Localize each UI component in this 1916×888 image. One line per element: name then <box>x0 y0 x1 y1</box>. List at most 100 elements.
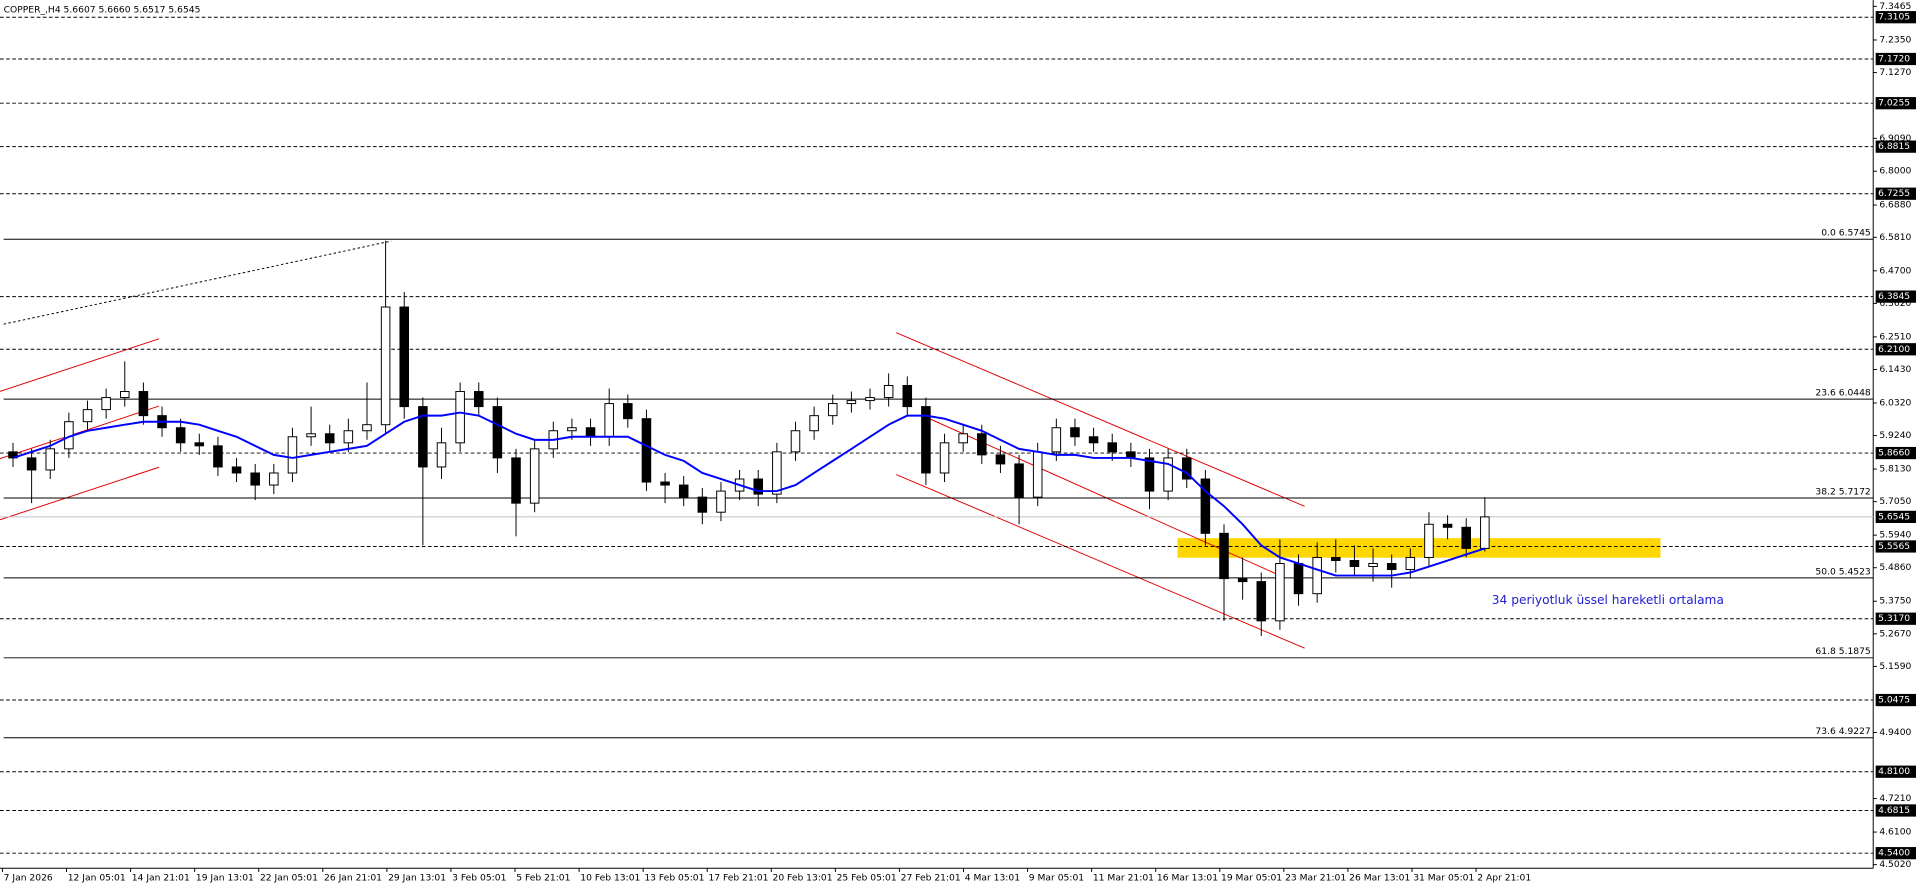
level-box <box>1875 804 1916 817</box>
candle-body <box>1144 457 1155 492</box>
candle-body <box>567 427 577 432</box>
candle-body <box>1237 578 1248 583</box>
level-box <box>1875 290 1916 303</box>
level-label: 6.3845 <box>1878 291 1910 302</box>
last-price-box <box>1875 510 1916 524</box>
x-tick-label: 25 Feb 05:01 <box>837 873 897 884</box>
candle-body <box>809 415 819 432</box>
channel-line <box>0 466 160 521</box>
level-label: 4.8100 <box>1878 766 1910 777</box>
candle-body <box>883 384 894 399</box>
y-tick-label: 6.8000 <box>1879 166 1911 177</box>
y-tick-label: 5.3750 <box>1879 596 1911 607</box>
level-box <box>1875 140 1916 153</box>
candle-body <box>1386 563 1397 571</box>
candle-body <box>380 306 391 426</box>
candle-body <box>343 430 354 444</box>
x-tick-label: 9 Mar 05:01 <box>1029 873 1084 884</box>
level-label: 7.1720 <box>1878 53 1910 64</box>
x-tick-label: 26 Jan 21:01 <box>324 873 382 884</box>
candle-body <box>362 424 372 432</box>
candle-body <box>511 457 521 504</box>
candle-body <box>175 427 186 444</box>
candle-body <box>921 406 931 474</box>
x-tick-label: 26 Mar 13:01 <box>1349 873 1410 884</box>
candle-body <box>45 448 56 471</box>
y-tick-label: 5.5940 <box>1879 530 1911 541</box>
candle-body <box>1256 581 1267 622</box>
candle-body <box>436 442 447 468</box>
y-tick-label: 5.7050 <box>1879 496 1911 507</box>
y-tick-label: 6.6880 <box>1879 200 1911 211</box>
level-box <box>1875 847 1916 860</box>
candle-body <box>250 472 260 486</box>
y-tick-label: 4.5020 <box>1879 859 1911 870</box>
candle-body <box>846 400 857 405</box>
x-tick-label: 12 Jan 05:01 <box>68 873 126 884</box>
level-label: 4.6815 <box>1878 805 1910 816</box>
candle-body <box>1293 563 1304 595</box>
level-box <box>1875 765 1916 778</box>
candle-body <box>772 451 782 495</box>
candle-body <box>902 384 913 408</box>
x-tick-label: 11 Mar 21:01 <box>1093 873 1154 884</box>
candle-body <box>1368 563 1378 568</box>
candle-body <box>1442 523 1453 528</box>
candle-body <box>641 418 652 483</box>
x-tick-label: 4 Mar 13:01 <box>965 873 1020 884</box>
level-label: 6.8815 <box>1878 141 1910 152</box>
candle-body <box>939 442 950 474</box>
candle-body <box>958 433 968 444</box>
x-tick-label: 3 Feb 05:01 <box>452 873 506 884</box>
candles <box>8 240 1490 636</box>
candle-body <box>790 430 801 453</box>
y-tick-label: 5.8130 <box>1879 464 1911 475</box>
level-box <box>1875 540 1916 553</box>
y-tick-label: 6.0320 <box>1879 397 1911 408</box>
x-tick-label: 19 Mar 05:01 <box>1221 873 1282 884</box>
candle-body <box>473 391 484 408</box>
candle-body <box>716 490 726 513</box>
y-tick-label: 4.6100 <box>1879 827 1911 838</box>
candle-body <box>1219 532 1229 580</box>
y-tick-label: 7.1270 <box>1879 67 1911 78</box>
y-tick-label: 6.1430 <box>1879 364 1911 375</box>
candle-body <box>529 448 540 504</box>
x-tick-label: 29 Jan 13:01 <box>388 873 446 884</box>
candle-body <box>120 391 130 399</box>
candle-body <box>1088 436 1099 444</box>
candle-body <box>455 391 465 444</box>
level-label: 5.5565 <box>1878 541 1910 552</box>
candle-body <box>1461 526 1471 549</box>
candle-body <box>1070 427 1080 438</box>
y-tick-label: 6.5810 <box>1879 232 1911 243</box>
channel-line <box>896 474 1305 649</box>
fib-label: 0.0 6.5745 <box>1821 228 1871 239</box>
channel-line <box>896 332 1305 507</box>
last-price-label: 5.6545 <box>1878 511 1910 522</box>
level-box <box>1875 693 1916 707</box>
candle-body <box>678 484 689 498</box>
x-tick-label: 27 Feb 21:01 <box>901 873 961 884</box>
x-tick-label: 2 Apr 21:01 <box>1477 873 1531 884</box>
level-label: 6.2100 <box>1878 344 1910 355</box>
candle-body <box>660 481 670 486</box>
candle-body <box>1200 478 1211 534</box>
level-label: 4.5400 <box>1878 848 1910 859</box>
level-box <box>1875 446 1916 460</box>
y-tick-label: 7.3465 <box>1879 1 1911 12</box>
y-tick-label: 5.4860 <box>1879 562 1911 573</box>
x-tick-label: 19 Jan 13:01 <box>196 873 254 884</box>
candle-body <box>995 454 1006 465</box>
x-tick-label: 16 Mar 13:01 <box>1157 873 1218 884</box>
candle-body <box>1424 523 1434 558</box>
candle-body <box>865 397 875 402</box>
y-tick-label: 6.9090 <box>1879 133 1911 144</box>
candle-body <box>1181 457 1192 480</box>
candle-body <box>1107 442 1117 453</box>
level-label: 5.0475 <box>1878 695 1910 706</box>
candle-body <box>213 445 223 468</box>
candle-body <box>418 406 428 468</box>
